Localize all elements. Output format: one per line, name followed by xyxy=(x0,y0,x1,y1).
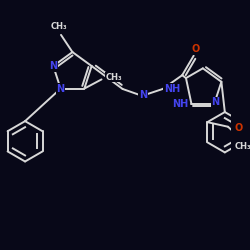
Text: N: N xyxy=(56,84,65,94)
Text: CH₃: CH₃ xyxy=(234,142,250,151)
Text: N: N xyxy=(212,98,220,108)
Text: NH: NH xyxy=(172,98,188,108)
Text: CH₃: CH₃ xyxy=(106,73,122,82)
Text: NH: NH xyxy=(164,84,180,94)
Text: O: O xyxy=(192,44,200,54)
Text: N: N xyxy=(139,90,147,100)
Text: CH₃: CH₃ xyxy=(50,22,67,31)
Text: O: O xyxy=(234,123,242,133)
Text: N: N xyxy=(49,61,57,71)
